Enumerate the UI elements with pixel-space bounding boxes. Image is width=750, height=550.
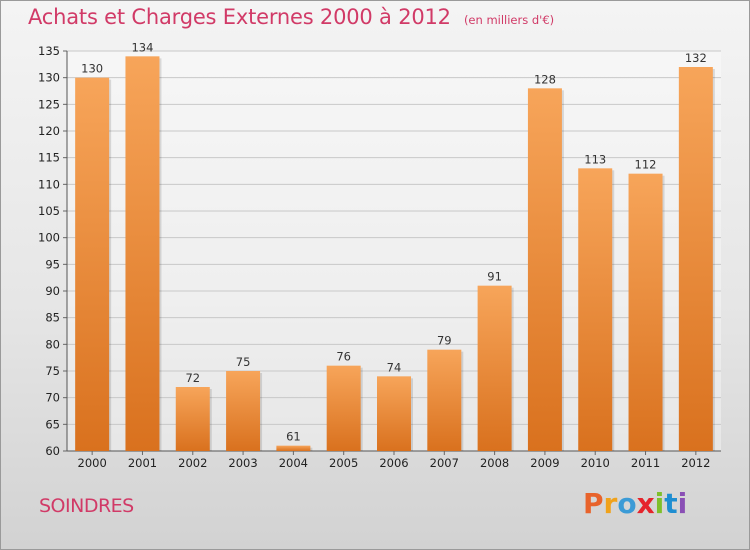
x-tick-label: 2009 xyxy=(530,456,559,470)
bar xyxy=(578,168,613,452)
y-tick-label: 95 xyxy=(45,257,60,271)
bar xyxy=(477,285,512,451)
data-label: 72 xyxy=(185,371,200,385)
bar xyxy=(125,56,160,451)
x-tick-label: 2008 xyxy=(480,456,509,470)
commune-name: SOINDRES xyxy=(39,495,134,517)
data-label: 61 xyxy=(286,430,301,444)
y-tick-label: 65 xyxy=(45,417,60,431)
bar xyxy=(678,67,713,451)
bar xyxy=(226,371,261,451)
x-tick-label: 2002 xyxy=(178,456,207,470)
bar xyxy=(527,88,562,451)
bar xyxy=(276,445,311,451)
y-tick-label: 110 xyxy=(38,177,60,191)
bar xyxy=(628,173,663,451)
x-tick-label: 2000 xyxy=(78,456,107,470)
y-tick-label: 105 xyxy=(38,204,60,218)
data-label: 75 xyxy=(236,355,251,369)
y-tick-label: 125 xyxy=(38,97,60,111)
data-label: 134 xyxy=(131,40,153,54)
data-label: 112 xyxy=(635,158,657,172)
x-tick-label: 2007 xyxy=(430,456,459,470)
data-label: 113 xyxy=(584,152,606,166)
logo-letter: r xyxy=(603,487,618,520)
y-tick-label: 90 xyxy=(45,284,60,298)
x-tick-label: 2010 xyxy=(581,456,610,470)
data-label: 76 xyxy=(336,350,351,364)
y-tick-label: 80 xyxy=(45,337,60,351)
bar xyxy=(427,349,462,451)
data-label: 79 xyxy=(437,334,452,348)
y-tick-label: 130 xyxy=(38,71,60,85)
logo-letter: o xyxy=(617,487,637,520)
x-tick-label: 2004 xyxy=(279,456,308,470)
bar xyxy=(175,387,210,451)
x-tick-label: 2001 xyxy=(128,456,157,470)
logo-letter: P xyxy=(583,487,604,520)
x-tick-label: 2003 xyxy=(228,456,257,470)
y-tick-label: 85 xyxy=(45,311,60,325)
y-tick-label: 115 xyxy=(38,151,60,165)
proxiti-logo[interactable]: Proxiti xyxy=(583,487,687,520)
data-label: 128 xyxy=(534,72,556,86)
chart-unit: (en milliers d'€) xyxy=(463,13,555,27)
logo-letter: i xyxy=(677,487,688,520)
y-tick-label: 60 xyxy=(45,444,60,458)
logo-letter: x xyxy=(636,487,655,520)
x-tick-label: 2006 xyxy=(379,456,408,470)
bar xyxy=(377,376,411,451)
data-label: 130 xyxy=(81,62,103,76)
x-tick-label: 2011 xyxy=(631,456,660,470)
y-tick-label: 75 xyxy=(45,364,60,378)
data-label: 132 xyxy=(685,51,707,65)
chart-title: Achats et Charges Externes 2000 à 2012 xyxy=(28,5,451,29)
y-tick-label: 100 xyxy=(38,231,60,245)
y-tick-label: 70 xyxy=(45,391,60,405)
title-row: Achats et Charges Externes 2000 à 2012 (… xyxy=(28,5,554,29)
logo-letter: t xyxy=(664,487,678,520)
bar xyxy=(326,365,361,451)
data-label: 91 xyxy=(487,270,502,284)
x-tick-label: 2005 xyxy=(329,456,358,470)
data-label: 74 xyxy=(387,360,402,374)
bar xyxy=(75,77,110,452)
y-tick-label: 135 xyxy=(38,44,60,58)
y-tick-label: 120 xyxy=(38,124,60,138)
x-tick-label: 2012 xyxy=(681,456,710,470)
logo-letter: i xyxy=(654,487,665,520)
